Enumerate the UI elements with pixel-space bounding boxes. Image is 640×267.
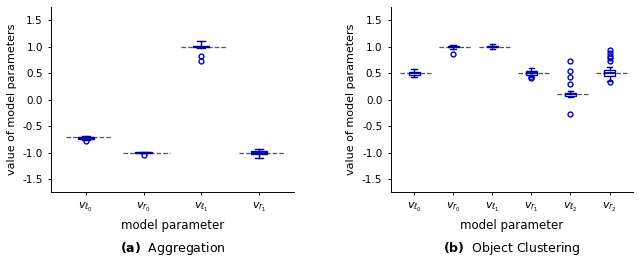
Text: $\bf{(a)}$  Aggregation: $\bf{(a)}$ Aggregation	[120, 240, 225, 257]
Text: $\bf{(b)}$  Object Clustering: $\bf{(b)}$ Object Clustering	[443, 240, 580, 257]
X-axis label: model parameter: model parameter	[121, 219, 224, 232]
Y-axis label: value of model parameters: value of model parameters	[346, 24, 356, 175]
X-axis label: model parameter: model parameter	[460, 219, 563, 232]
Y-axis label: value of model parameters: value of model parameters	[7, 24, 17, 175]
